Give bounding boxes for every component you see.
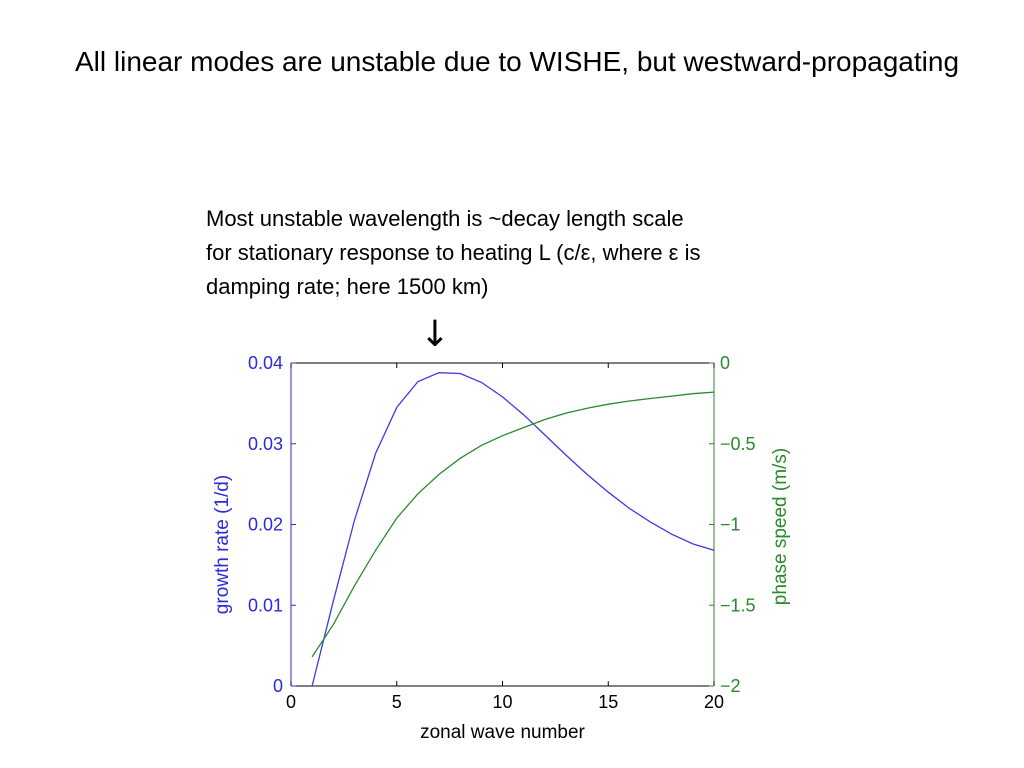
y-tick-label-left: 0.04 xyxy=(248,353,283,373)
x-tick-label: 10 xyxy=(492,692,512,712)
growth-rate-line xyxy=(311,372,715,687)
annotation-line-3: damping rate; here 1500 km) xyxy=(206,274,489,299)
annotation-line-1: Most unstable wavelength is ~decay lengt… xyxy=(206,206,684,231)
phase-speed-line xyxy=(311,391,715,658)
x-tick-label: 20 xyxy=(704,692,724,712)
y-tick-label-left: 0 xyxy=(273,676,283,696)
x-tick-label: 0 xyxy=(286,692,296,712)
y-axis-label-left: growth rate (1/d) xyxy=(212,475,233,614)
chart-ticks: 0 5 10 15 20 0 0.01 0.02 0.03 0.04 −2 −1.5 −1 −0.5 0 xyxy=(248,353,756,712)
y-tick-label-left: 0.02 xyxy=(248,515,283,535)
x-axis-label: zonal wave number xyxy=(420,722,585,743)
chart-curves xyxy=(311,372,715,687)
annotation-line-2: for stationary response to heating L (c/… xyxy=(206,240,701,265)
x-tick-label: 15 xyxy=(598,692,618,712)
axis-labels: zonal wave number growth rate (1/d) phas… xyxy=(212,448,791,743)
y-tick-label-right: −0.5 xyxy=(720,434,756,454)
y-tick-label-left: 0.01 xyxy=(248,595,283,615)
y-tick-label-right: −1.5 xyxy=(720,595,756,615)
y-tick-label-right: −1 xyxy=(720,515,741,535)
slide-title: All linear modes are unstable due to WIS… xyxy=(75,46,960,77)
y-tick-label-right: 0 xyxy=(720,353,730,373)
y-tick-label-left: 0.03 xyxy=(248,434,283,454)
down-arrow-icon: ↓ xyxy=(420,314,450,355)
annotation-text: Most unstable wavelength is ~decay lengt… xyxy=(206,202,866,304)
plot-area xyxy=(290,362,715,687)
y-axis-label-right: phase speed (m/s) xyxy=(770,448,791,605)
y-tick-label-right: −2 xyxy=(720,676,741,696)
x-tick-label: 5 xyxy=(392,692,402,712)
